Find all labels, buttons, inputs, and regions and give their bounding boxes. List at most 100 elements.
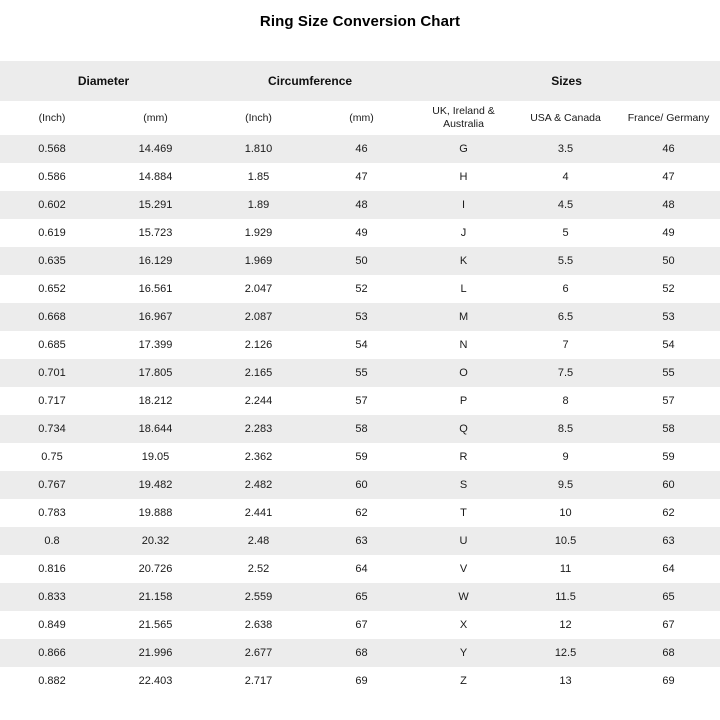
cell-size-uk: V [459, 563, 468, 575]
cell-size-usa: 7.5 [557, 367, 574, 379]
cell-size-uk: H [459, 171, 468, 183]
cell-size-usa: 3.5 [557, 143, 574, 155]
cell-diameter-mm: 17.805 [138, 367, 173, 379]
cell-diameter-inch: 0.701 [38, 367, 66, 379]
cell-diameter-inch: 0.833 [38, 591, 66, 603]
cell-circumference-inch: 2.283 [244, 423, 273, 435]
cell-circumference-mm: 49 [355, 227, 368, 239]
cell-size-france-germany: 58 [662, 423, 675, 435]
cell-diameter-inch: 0.882 [38, 675, 66, 687]
table-row: 0.849 21.565 2.638 67 X 12 67 [0, 611, 720, 639]
table-row: 0.586 14.884 1.85 47 H 4 47 [0, 163, 720, 191]
cell-size-uk: J [460, 227, 467, 239]
cell-size-uk: X [459, 619, 468, 631]
cell-size-france-germany: 60 [662, 479, 675, 491]
table-row: 0.602 15.291 1.89 48 I 4.5 48 [0, 191, 720, 219]
cell-diameter-inch: 0.685 [38, 339, 66, 351]
table-row: 0.568 14.469 1.810 46 G 3.5 46 [0, 135, 720, 163]
cell-diameter-inch: 0.635 [38, 255, 66, 267]
cell-size-france-germany: 59 [662, 451, 675, 463]
cell-diameter-mm: 18.212 [138, 395, 173, 407]
cell-size-uk: N [459, 339, 468, 351]
cell-circumference-inch: 2.677 [244, 647, 273, 659]
column-header-uk-ireland-australia: UK, Ireland & Australia [432, 105, 495, 130]
table-row: 0.783 19.888 2.441 62 T 10 62 [0, 499, 720, 527]
cell-circumference-mm: 52 [355, 283, 368, 295]
cell-size-usa: 9 [562, 451, 569, 463]
cell-size-usa: 12.5 [554, 647, 577, 659]
table-row: 0.767 19.482 2.482 60 S 9.5 60 [0, 471, 720, 499]
cell-diameter-inch: 0.717 [38, 395, 66, 407]
cell-circumference-mm: 48 [355, 199, 368, 211]
cell-size-uk: U [459, 535, 468, 547]
group-header-diameter: Diameter [77, 74, 130, 88]
cell-circumference-inch: 2.48 [247, 535, 270, 547]
cell-size-uk: Z [460, 675, 467, 687]
cell-size-usa: 12 [559, 619, 572, 631]
cell-circumference-inch: 1.89 [247, 199, 270, 211]
cell-size-usa: 10.5 [554, 535, 577, 547]
cell-diameter-inch: 0.783 [38, 507, 66, 519]
cell-size-uk: K [459, 255, 468, 267]
cell-circumference-mm: 62 [355, 507, 368, 519]
cell-diameter-mm: 20.726 [138, 563, 173, 575]
cell-diameter-mm: 19.482 [138, 479, 173, 491]
table-row: 0.734 18.644 2.283 58 Q 8.5 58 [0, 415, 720, 443]
column-header-circumference-mm: (mm) [349, 111, 374, 124]
cell-diameter-mm: 15.723 [138, 227, 173, 239]
cell-diameter-mm: 16.967 [138, 311, 173, 323]
ring-size-conversion-table: Diameter Circumference Sizes (Inch) (mm)… [0, 61, 720, 695]
cell-diameter-mm: 15.291 [138, 199, 173, 211]
cell-diameter-inch: 0.568 [38, 143, 66, 155]
cell-circumference-inch: 2.638 [244, 619, 273, 631]
cell-size-france-germany: 48 [662, 199, 675, 211]
cell-size-uk: P [459, 395, 468, 407]
column-header-diameter-inch: (Inch) [38, 111, 66, 124]
cell-circumference-mm: 46 [355, 143, 368, 155]
cell-circumference-mm: 47 [355, 171, 368, 183]
cell-diameter-inch: 0.816 [38, 563, 66, 575]
cell-size-france-germany: 53 [662, 311, 675, 323]
cell-size-france-germany: 55 [662, 367, 675, 379]
table-row: 0.882 22.403 2.717 69 Z 13 69 [0, 667, 720, 695]
cell-size-usa: 5.5 [557, 255, 574, 267]
cell-size-france-germany: 54 [662, 339, 675, 351]
cell-size-uk: Y [459, 647, 468, 659]
cell-size-uk: G [459, 143, 468, 155]
cell-circumference-mm: 63 [355, 535, 368, 547]
cell-circumference-inch: 2.441 [244, 507, 273, 519]
cell-size-uk: Q [459, 423, 468, 435]
cell-circumference-inch: 2.244 [244, 395, 273, 407]
cell-diameter-inch: 0.734 [38, 423, 66, 435]
table-row: 0.816 20.726 2.52 64 V 11 64 [0, 555, 720, 583]
cell-circumference-inch: 1.929 [244, 227, 273, 239]
cell-circumference-inch: 2.482 [244, 479, 273, 491]
cell-size-uk: R [459, 451, 468, 463]
cell-diameter-mm: 21.996 [138, 647, 173, 659]
cell-size-uk: I [462, 199, 466, 211]
cell-circumference-mm: 59 [355, 451, 368, 463]
cell-size-usa: 11 [559, 563, 572, 575]
cell-size-uk: L [460, 283, 467, 295]
cell-circumference-mm: 55 [355, 367, 368, 379]
cell-diameter-mm: 16.129 [138, 255, 173, 267]
cell-diameter-inch: 0.767 [38, 479, 66, 491]
table-row: 0.75 19.05 2.362 59 R 9 59 [0, 443, 720, 471]
cell-size-usa: 9.5 [557, 479, 574, 491]
cell-size-france-germany: 62 [662, 507, 675, 519]
cell-size-france-germany: 68 [662, 647, 675, 659]
cell-diameter-inch: 0.75 [41, 451, 63, 463]
cell-circumference-inch: 2.362 [244, 451, 273, 463]
cell-diameter-inch: 0.586 [38, 171, 66, 183]
cell-circumference-mm: 58 [355, 423, 368, 435]
table-row: 0.619 15.723 1.929 49 J 5 49 [0, 219, 720, 247]
cell-size-usa: 7 [562, 339, 569, 351]
cell-circumference-inch: 2.52 [247, 563, 270, 575]
cell-size-usa: 6 [562, 283, 569, 295]
cell-circumference-inch: 2.717 [244, 675, 273, 687]
cell-circumference-mm: 68 [355, 647, 368, 659]
cell-size-france-germany: 49 [662, 227, 675, 239]
column-header-diameter-mm: (mm) [143, 111, 168, 124]
cell-size-usa: 6.5 [557, 311, 574, 323]
